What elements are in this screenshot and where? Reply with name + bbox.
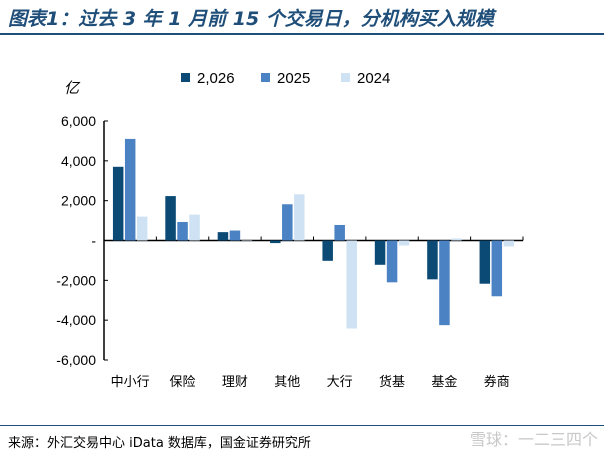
x-tick-label: 券商 bbox=[484, 374, 510, 390]
y-axis-label: 亿 bbox=[64, 79, 81, 97]
x-tick-label: 其他 bbox=[274, 375, 300, 390]
bar-2024-保险 bbox=[189, 214, 200, 241]
bar-2,026-基金 bbox=[427, 240, 438, 280]
bar-2025-理财 bbox=[229, 230, 241, 241]
bar-2024-其他 bbox=[294, 194, 305, 241]
x-tick-label: 保险 bbox=[170, 375, 196, 390]
bar-2024-货基 bbox=[398, 240, 410, 246]
legend-swatch bbox=[341, 73, 350, 82]
title-divider bbox=[0, 33, 604, 35]
bar-2,026-保险 bbox=[165, 196, 176, 241]
bar-2025-基金 bbox=[439, 240, 450, 326]
legend-label: 2,026 bbox=[197, 70, 235, 87]
x-tick-label: 大行 bbox=[327, 375, 353, 390]
bar-2024-中小行 bbox=[136, 216, 148, 241]
legend-swatch bbox=[181, 73, 190, 82]
chart-title: 图表1：过去 3 年 1 月前 15 个交易日，分机构买入规模 bbox=[8, 8, 494, 30]
bar-2024-券商 bbox=[503, 240, 515, 247]
bar-2025-券商 bbox=[491, 240, 503, 297]
x-tick-label: 基金 bbox=[431, 374, 457, 390]
bar-2,026-货基 bbox=[374, 240, 386, 265]
source-note: 来源：外汇交易中心 iData 数据库，国金证券研究所 bbox=[8, 436, 311, 451]
x-tick-label: 中小行 bbox=[111, 375, 150, 390]
source-divider bbox=[0, 425, 604, 426]
y-tick-label: - bbox=[91, 233, 96, 249]
watermark: 雪球：一二三四个 bbox=[469, 430, 598, 449]
bar-2,026-券商 bbox=[479, 240, 491, 284]
bar-2024-基金 bbox=[451, 238, 462, 241]
bar-2025-保险 bbox=[177, 221, 188, 241]
legend-swatch bbox=[261, 73, 270, 82]
y-tick-label: 6,000 bbox=[61, 113, 96, 129]
bar-2025-大行 bbox=[334, 224, 345, 241]
bar-2025-中小行 bbox=[124, 138, 136, 241]
bar-2,026-中小行 bbox=[112, 166, 124, 241]
bar-2025-其他 bbox=[282, 204, 293, 241]
legend-label: 2025 bbox=[277, 70, 310, 87]
y-tick-label: -2,000 bbox=[56, 272, 96, 288]
bar-2024-理财 bbox=[241, 240, 253, 241]
legend-label: 2024 bbox=[357, 70, 390, 87]
y-tick-label: -6,000 bbox=[56, 352, 96, 368]
bar-2,026-其他 bbox=[270, 240, 281, 244]
bar-2,026-理财 bbox=[217, 232, 229, 241]
y-tick-label: 2,000 bbox=[61, 193, 96, 209]
bar-2025-货基 bbox=[386, 240, 398, 283]
x-tick-label: 货基 bbox=[379, 374, 405, 390]
x-tick-label: 理财 bbox=[222, 375, 248, 390]
bar-2024-大行 bbox=[346, 240, 357, 329]
bar-2,026-大行 bbox=[322, 240, 333, 261]
y-tick-label: -4,000 bbox=[56, 312, 96, 328]
y-tick-label: 4,000 bbox=[61, 153, 96, 169]
